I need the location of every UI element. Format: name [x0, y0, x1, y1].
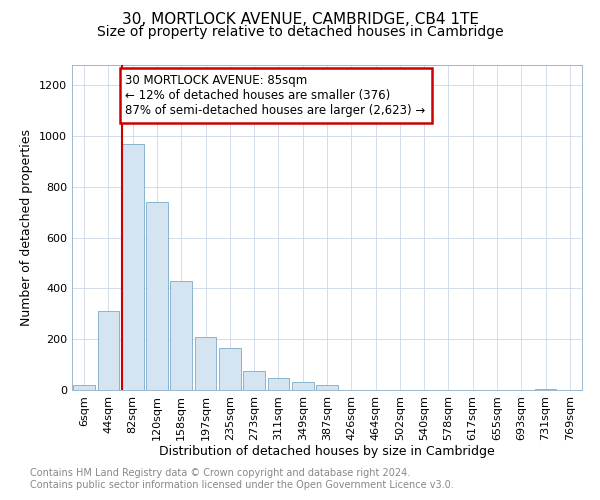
Text: 30 MORTLOCK AVENUE: 85sqm
← 12% of detached houses are smaller (376)
87% of semi: 30 MORTLOCK AVENUE: 85sqm ← 12% of detac… — [125, 74, 425, 117]
Bar — [292, 382, 314, 390]
Y-axis label: Number of detached properties: Number of detached properties — [20, 129, 34, 326]
X-axis label: Distribution of detached houses by size in Cambridge: Distribution of detached houses by size … — [159, 446, 495, 458]
Text: Size of property relative to detached houses in Cambridge: Size of property relative to detached ho… — [97, 25, 503, 39]
Bar — [316, 386, 338, 390]
Bar — [243, 371, 265, 390]
Bar — [268, 378, 289, 390]
Bar — [194, 336, 217, 390]
Text: Contains public sector information licensed under the Open Government Licence v3: Contains public sector information licen… — [30, 480, 454, 490]
Bar — [219, 348, 241, 390]
Bar — [122, 144, 143, 390]
Text: Contains HM Land Registry data © Crown copyright and database right 2024.: Contains HM Land Registry data © Crown c… — [30, 468, 410, 477]
Bar — [170, 281, 192, 390]
Bar — [73, 385, 95, 390]
Bar — [146, 202, 168, 390]
Bar — [97, 312, 119, 390]
Text: 30, MORTLOCK AVENUE, CAMBRIDGE, CB4 1TE: 30, MORTLOCK AVENUE, CAMBRIDGE, CB4 1TE — [121, 12, 479, 28]
Bar — [535, 388, 556, 390]
